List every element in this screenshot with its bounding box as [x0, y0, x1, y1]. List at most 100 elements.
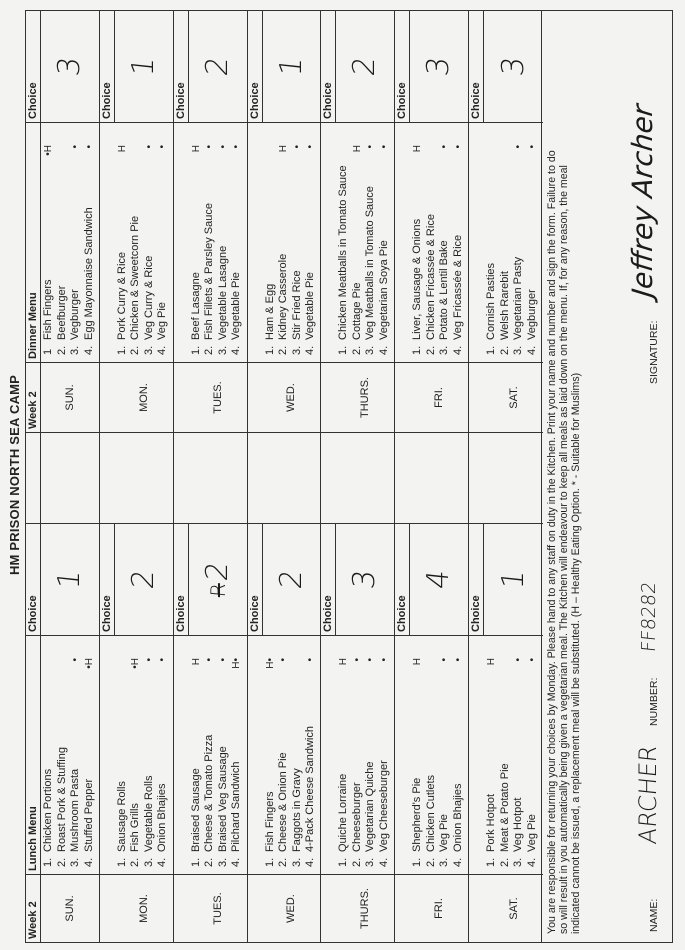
menu-item: 1. Chicken Portions [42, 636, 56, 874]
menu-item: 4. Veg Fricassée & Rice • [452, 123, 466, 362]
item-marker: • [83, 145, 95, 149]
item-number: 3. [69, 857, 81, 867]
lunch-choice-value[interactable]: 2 [115, 521, 173, 638]
menu-item: 1. Quiche Lorraine H [337, 636, 351, 874]
choice-number: 2 [273, 568, 309, 591]
day-row: FRI. 1. Shepherd's Pie H 2. Chicken Cutlets 3.… [395, 11, 470, 942]
dchoice-cell[interactable]: Choice 3 [469, 11, 543, 122]
dchoice-cell[interactable]: Choice 2 [321, 11, 394, 122]
dchoice-cell[interactable]: Choice 1 [247, 11, 321, 122]
dinner-choice-value[interactable]: 1 [126, 55, 162, 78]
dchoice-cell[interactable]: Choice 3 [26, 11, 99, 122]
menu-item: 3. Braised Veg Sausage • [217, 636, 231, 874]
item-name: Stuffed Pepper [82, 778, 95, 852]
choice-header: Choice [247, 11, 263, 122]
item-name: Vegetable Pie [230, 272, 243, 340]
item-name: Vegburger [525, 289, 538, 340]
choice-header: Choice [321, 11, 337, 122]
item-number: 3. [512, 857, 525, 867]
dinner-choice-value[interactable]: 3 [421, 55, 457, 78]
menu-item: 4. Onion Bhajies • [156, 636, 170, 874]
dinner-choice-value[interactable]: 3 [496, 55, 532, 78]
week2-cell: FRI. [395, 362, 469, 432]
item-marker: • [217, 658, 229, 662]
lchoice-cell[interactable]: Choice 4 [395, 521, 469, 638]
dinner-choice-value[interactable]: 2 [347, 55, 383, 78]
menu-item: 3. Faggots in Gravy [291, 636, 305, 874]
choice-number: 2 [200, 560, 236, 583]
item-name: Roast Pork & Stuffing [55, 747, 68, 852]
menu-item: 3. Veg Curry & Rice • [143, 123, 157, 362]
dinner-choice-value[interactable]: 2 [200, 55, 236, 78]
lunch-items: 1. Fish Fingers H• 2. Cheese & Onion Pie • 3. F… [264, 636, 318, 874]
lchoice-cell[interactable]: Choice R 2 [173, 521, 247, 638]
lchoice-cell[interactable]: Choice 3 [321, 521, 395, 638]
choice-header: Choice [469, 11, 485, 122]
name-field[interactable]: ARCHER [634, 743, 662, 846]
dinner-items: 1. Chicken Meatballs in Tomato Sauce 2. Cot… [337, 123, 391, 362]
menu-item: 1. Beef Lasagne H [190, 123, 204, 362]
dinner-choice-value[interactable]: 3 [52, 55, 88, 78]
item-marker: H• [264, 658, 276, 669]
item-marker: H [412, 658, 424, 666]
item-name: Cheese & Tomato Pizza [203, 734, 216, 852]
item-name: Pilchard Sandwich [230, 761, 243, 853]
lunch-choice-value[interactable]: 4 [410, 521, 468, 638]
week1-cell: SAT. [469, 874, 543, 942]
item-number: 1. [42, 857, 54, 867]
item-marker: H [351, 145, 363, 153]
item-number: 1. [337, 857, 350, 867]
item-marker: • [513, 658, 525, 662]
dinner-items: 1. Pork Curry & Rice H 2. Chicken & Sweetcor… [116, 123, 170, 362]
item-number: 2. [498, 345, 511, 355]
item-name: Stir Fried Rice [290, 270, 303, 340]
dinner-choice-value[interactable]: 1 [273, 55, 309, 78]
lchoice-cell[interactable]: Choice 1 [26, 523, 99, 635]
item-name: Welsh Rarebit [498, 271, 511, 340]
dinner-cell: 1. Chicken Meatballs in Tomato Sauce 2. Cot… [321, 122, 395, 362]
item-number: 1. [115, 345, 128, 355]
lunch-choice-value[interactable]: 1 [41, 521, 99, 638]
lchoice-cell[interactable]: Choice 1 [469, 523, 543, 635]
menu-item: 1. Liver, Sausage & Onions H [411, 123, 425, 362]
item-name: Veg Pie [525, 814, 538, 852]
menu-item: 2. Beefburger [56, 123, 70, 362]
day-label: TUES. [211, 381, 224, 414]
menu-item: 1. Braised Sausage H [190, 636, 204, 874]
menu-item: 3. Vegetarian Quiche • [364, 636, 378, 874]
lunch-choice-value[interactable]: 1 [484, 521, 543, 638]
lchoice-cell[interactable]: Choice 2 [247, 521, 321, 638]
choice-header: Choice [247, 524, 263, 635]
dchoice-cell[interactable]: Choice 2 [173, 11, 247, 122]
dinner-items: 1. Ham & Egg 2. Kidney Casserole H 3. Stir Fri… [264, 123, 318, 362]
item-name: Vegetarian Pasty [512, 256, 525, 340]
lchoice-cell[interactable]: Choice 2 [99, 521, 173, 638]
item-number: 1. [263, 857, 276, 867]
item-number: 3. [290, 345, 303, 355]
day-label: SAT. [507, 386, 520, 409]
lunch-choice-value[interactable]: 2 [263, 521, 321, 638]
item-name: Veg Pie [156, 302, 169, 340]
item-number: 2. [277, 345, 290, 355]
item-marker: H [116, 145, 128, 153]
item-name: Chicken Fricassée & Rice [424, 214, 437, 340]
menu-item: 4. Vegetable Pie • [304, 123, 318, 362]
dinner-cell: Dinner Menu 1 Fish Fingers •H 2. Beefburger 3.… [26, 122, 99, 362]
signature-field[interactable]: Jeffrey Archer [626, 102, 659, 299]
menu-item: 1. Sausage Rolls [116, 636, 130, 874]
menu-item: 2. Cheese & Onion Pie • [277, 636, 291, 874]
item-name: Quiche Lorraine [337, 773, 350, 852]
item-marker: • [452, 658, 464, 662]
item-name: Ham & Egg [263, 283, 276, 340]
dchoice-cell[interactable]: Choice 3 [395, 11, 468, 122]
menu-item: 4. Onion Bhajies • [452, 636, 466, 874]
lunch-choice-value[interactable]: 3 [336, 521, 394, 638]
item-marker: •H [130, 658, 142, 669]
item-marker: H [486, 658, 498, 666]
item-name: Chicken & Sweetcorn Pie [129, 215, 142, 340]
number-field[interactable]: FF8282 [638, 580, 660, 654]
number-label: NUMBER: [648, 677, 660, 726]
dchoice-cell[interactable]: Choice 1 [99, 11, 173, 122]
menu-item: 3. Stir Fried Rice • [291, 123, 305, 362]
